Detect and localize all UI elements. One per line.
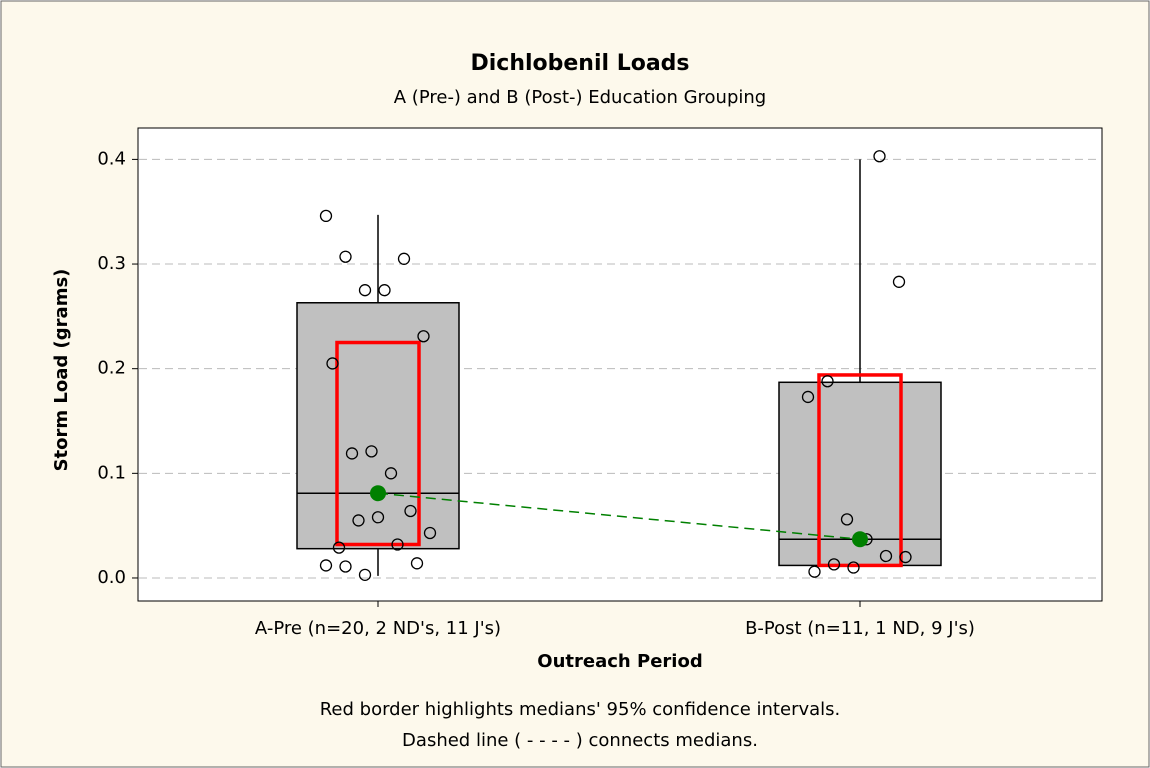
y-axis-label: Storm Load (grams) (51, 269, 72, 472)
chart-subtitle: A (Pre-) and B (Post-) Education Groupin… (394, 87, 766, 108)
data-point (423, 526, 437, 540)
median-marker (370, 485, 386, 502)
data-point (417, 330, 430, 343)
y-tick-label: 0.2 (97, 358, 126, 379)
data-point (358, 568, 372, 581)
data-point (397, 252, 411, 265)
data-point (892, 275, 906, 288)
y-tick-label: 0.1 (97, 462, 126, 483)
data-point (391, 538, 404, 551)
data-point (378, 284, 391, 297)
median-connector (377, 492, 861, 541)
confidence-interval (335, 340, 421, 547)
data-point (319, 559, 333, 572)
data-point (358, 284, 372, 297)
x-tick-label: B-Post (n=11, 1 ND, 9 J's) (745, 618, 975, 639)
y-tick-label: 0.0 (97, 567, 126, 588)
data-point (873, 150, 886, 163)
note: Red border highlights medians' 95% confi… (320, 699, 841, 720)
note: Dashed line ( - - - - ) connects medians… (402, 730, 758, 751)
data-point (332, 541, 346, 554)
data-point (345, 447, 359, 460)
y-tick-label: 0.3 (97, 253, 126, 274)
data-point (339, 560, 352, 573)
data-point (384, 467, 398, 480)
x-tick-label: A-Pre (n=20, 2 ND's, 11 J's) (255, 618, 501, 639)
data-point (840, 513, 854, 526)
data-point (899, 550, 912, 564)
data-point (326, 357, 339, 370)
data-point (352, 514, 365, 527)
y-tick-label: 0.4 (97, 148, 126, 169)
data-point (365, 445, 378, 458)
data-point (319, 209, 333, 223)
median-marker (852, 531, 868, 548)
data-point (827, 558, 841, 571)
data-point (821, 375, 834, 388)
plot-area (137, 127, 1103, 602)
data-point (339, 250, 352, 263)
chart-title: Dichlobenil Loads (470, 51, 689, 76)
data-point (410, 557, 424, 570)
data-point (801, 390, 815, 404)
x-axis-label: Outreach Period (537, 651, 702, 672)
data-point (371, 511, 385, 524)
data-point (808, 565, 821, 578)
data-point (847, 561, 860, 574)
confidence-interval (817, 373, 903, 568)
data-point (404, 504, 417, 518)
data-point (879, 549, 893, 563)
